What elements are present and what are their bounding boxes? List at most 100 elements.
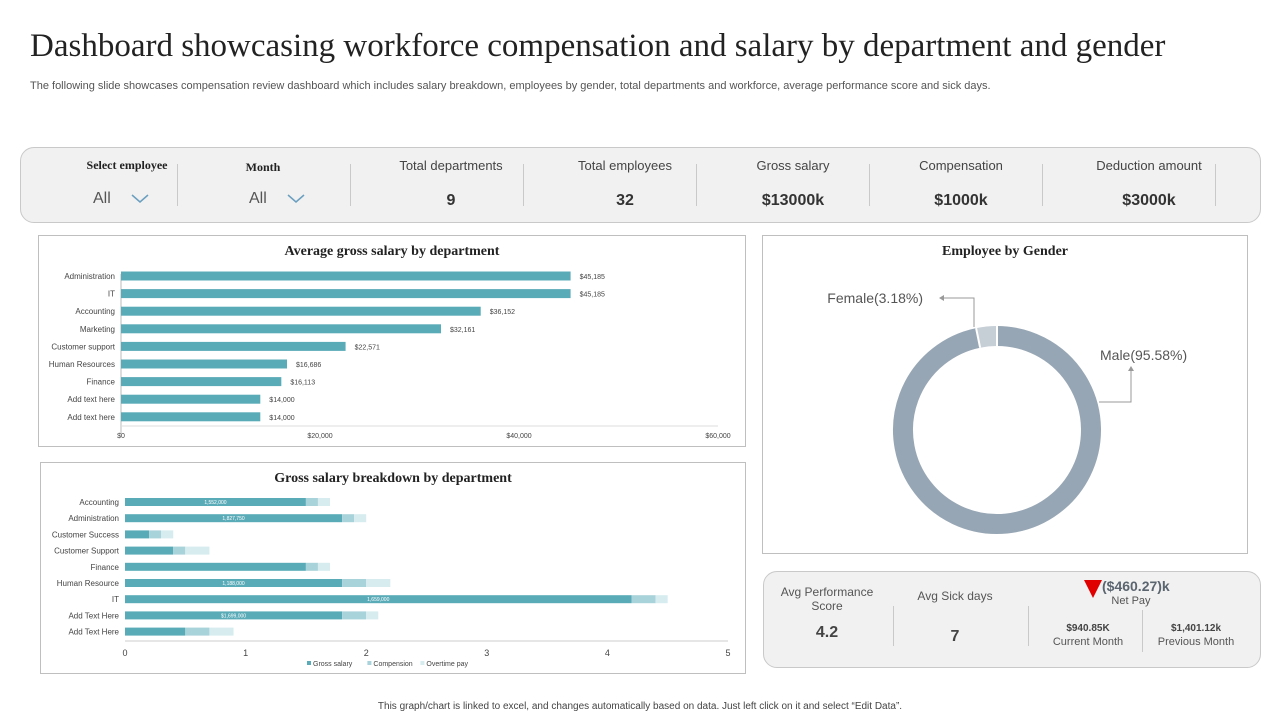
bar-segment — [149, 530, 162, 539]
bar-segment — [342, 579, 367, 587]
data-label: $16,113 — [290, 380, 315, 387]
bar — [121, 271, 571, 281]
previous-month-value: $1,401.12k — [1170, 623, 1222, 634]
bar-segment — [125, 546, 174, 555]
category-label: Add text here — [67, 395, 115, 404]
net-pay-value: ($460.27)k — [1102, 578, 1170, 594]
category-label: Accounting — [79, 498, 119, 507]
x-tick-label: 5 — [725, 648, 730, 658]
female-leader-line — [943, 297, 975, 327]
female-label: Female(3.18%) — [827, 290, 923, 306]
bar — [121, 412, 261, 422]
stats-panel: Avg Performance Score 4.2 Avg Sick days … — [763, 571, 1261, 668]
bar-segment — [354, 514, 367, 523]
category-label: Accounting — [75, 307, 115, 316]
bar — [121, 394, 261, 404]
bar-label: 1,188,000 — [222, 581, 244, 587]
month-select-value: All — [249, 190, 267, 207]
employee-select-value: All — [93, 190, 111, 207]
category-label: Add Text Here — [68, 611, 119, 620]
bar-segment — [317, 562, 331, 571]
salary-breakdown-panel: Gross salary breakdown by department Acc… — [40, 462, 746, 674]
avg-salary-chart: Administration $45,185 IT $45,185 Accounting… — [49, 271, 731, 440]
category-label: Finance — [87, 378, 116, 387]
bar-segment — [173, 546, 186, 555]
chevron-down-icon — [131, 194, 149, 203]
legend-swatch — [367, 661, 372, 665]
footer-note: This graph/chart is linked to excel, and… — [377, 701, 903, 712]
chart-title: Average gross salary by department — [284, 244, 500, 259]
kpi-label: Total departments — [399, 158, 503, 173]
kpi-total-employees: Total employees 32 — [555, 148, 695, 224]
legend-label: Compension — [373, 661, 412, 668]
kpi-label: Total employees — [578, 158, 672, 173]
data-label: $36,152 — [490, 309, 515, 316]
x-tick-label: 0 — [122, 648, 127, 658]
legend-swatch — [307, 661, 311, 665]
page-title: Dashboard showcasing workforce compensat… — [30, 28, 1166, 64]
employee-select[interactable]: All — [93, 190, 149, 208]
bar-segment — [125, 562, 306, 571]
bar-segment — [125, 530, 150, 539]
legend-label: Overtime pay — [426, 661, 468, 668]
bar-segment — [305, 498, 318, 506]
category-label: Customer Success — [52, 530, 119, 539]
bar-segment — [366, 579, 391, 587]
bar-label: 1,552,000 — [204, 500, 226, 506]
bar-segment — [185, 546, 210, 555]
bar-label: 1,827,750 — [222, 516, 244, 522]
bar-segment — [125, 579, 343, 587]
data-label: $45,185 — [580, 292, 605, 299]
bar — [121, 359, 288, 369]
male-slice — [893, 326, 1101, 534]
bar-segment — [342, 514, 355, 523]
bar — [121, 341, 346, 351]
bar-segment — [125, 514, 343, 523]
kpi-label: Gross salary — [756, 158, 830, 173]
x-tick-label: 3 — [484, 648, 489, 658]
month-filter: Month All — [203, 148, 323, 224]
bar — [121, 377, 282, 387]
male-leader-arrow — [1128, 366, 1134, 371]
kpi-label: Compensation — [919, 158, 1003, 173]
chart-title: Employee by Gender — [942, 244, 1068, 259]
category-label: Administration — [64, 272, 115, 281]
performance-value: 4.2 — [815, 624, 839, 641]
bar-segment — [209, 627, 234, 636]
bar — [121, 306, 481, 316]
legend-swatch — [420, 661, 425, 665]
bar-segment — [655, 595, 668, 604]
category-label: Customer support — [51, 342, 115, 351]
bar-segment — [161, 530, 174, 539]
bar-segment — [317, 498, 331, 506]
category-label: Finance — [91, 563, 120, 572]
x-tick-label: $20,000 — [307, 433, 332, 440]
slice-separator — [975, 327, 982, 348]
sick-days-label: Avg Sick days — [917, 589, 993, 603]
bar — [121, 289, 571, 299]
bar-segment — [305, 562, 318, 571]
kpi-value: $1000k — [934, 192, 988, 209]
data-label: $14,000 — [269, 415, 294, 422]
chart-title: Gross salary breakdown by department — [274, 471, 512, 486]
current-month-label: Current Month — [1052, 636, 1124, 648]
kpi-value: $13000k — [761, 192, 825, 209]
kpi-deduction-amount: Deduction amount $3000k — [1074, 148, 1224, 224]
category-label: Human Resources — [49, 360, 115, 369]
data-label: $22,571 — [355, 344, 380, 351]
bar-segment — [125, 627, 186, 636]
month-select[interactable]: All — [249, 190, 305, 208]
male-leader-line — [1099, 370, 1132, 403]
bar-segment — [185, 627, 210, 636]
kpi-label: Deduction amount — [1096, 158, 1202, 173]
salary-breakdown-chart: Accounting 1,552,000 Administration 1,827,7… — [52, 498, 731, 668]
category-label: Marketing — [80, 325, 115, 334]
data-label: $14,000 — [269, 397, 294, 404]
category-label: Add text here — [67, 413, 115, 422]
net-pay-label: Net Pay — [1111, 595, 1151, 607]
category-label: IT — [108, 290, 115, 299]
female-leader-arrow — [939, 295, 944, 301]
data-label: $45,185 — [580, 274, 605, 281]
x-tick-label: $40,000 — [506, 433, 531, 440]
bar-segment — [366, 611, 379, 620]
